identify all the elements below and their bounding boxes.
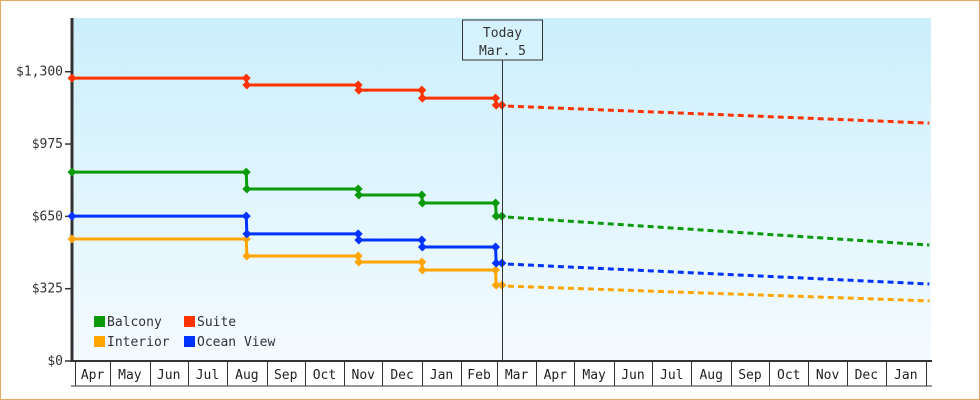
x-tick-label: Jul — [196, 368, 219, 383]
data-point — [491, 280, 501, 290]
y-tick-label: $1,300 — [16, 65, 63, 80]
data-point — [417, 235, 427, 245]
legend-label: Ocean View — [197, 335, 275, 350]
data-point — [417, 85, 427, 95]
data-point — [242, 80, 252, 90]
x-tick-label: Apr — [81, 368, 105, 383]
data-point — [491, 93, 501, 103]
legend-label: Interior — [107, 335, 170, 350]
legend-label: Suite — [197, 315, 236, 330]
data-point — [417, 242, 427, 252]
data-point — [491, 242, 501, 252]
y-tick-label: $325 — [32, 282, 63, 297]
x-tick-label: Jun — [157, 368, 180, 383]
legend-swatch — [94, 336, 105, 347]
x-tick-label: Jun — [621, 368, 644, 383]
data-point — [354, 235, 364, 245]
data-point — [67, 73, 77, 83]
x-tick-label: Feb — [467, 368, 491, 383]
data-point — [417, 257, 427, 267]
x-tick-label: May — [582, 368, 606, 383]
x-tick-label: May — [118, 368, 142, 383]
data-point — [353, 251, 363, 261]
data-point — [491, 265, 501, 275]
actual-price-line — [72, 237, 502, 287]
forecast-price-line — [507, 215, 930, 247]
y-tick-label: $0 — [47, 354, 63, 369]
legend-swatch — [94, 316, 105, 327]
data-point — [67, 167, 77, 177]
y-axis: $0 $325 $650 $975 $1,300 — [16, 18, 74, 369]
x-tick-label: Nov — [352, 368, 376, 383]
data-point — [242, 229, 252, 239]
x-tick-label: Sep — [738, 368, 762, 383]
x-tick-label: Dec — [390, 368, 413, 383]
x-tick-label: Aug — [699, 368, 722, 383]
data-point — [491, 198, 501, 208]
data-point — [491, 211, 501, 221]
data-point — [497, 280, 507, 290]
series-layer — [67, 73, 930, 303]
data-point — [353, 80, 363, 90]
x-tick-label: Aug — [235, 368, 258, 383]
data-point — [497, 211, 507, 221]
actual-price-line — [72, 170, 502, 218]
x-axis: Apr May Jun Jul Aug Sep Oct Nov Dec Jan Feb Mar Apr M… — [71, 360, 932, 387]
data-point — [354, 190, 364, 200]
legend-label: Balcony — [107, 315, 162, 330]
x-tick-label: Dec — [855, 368, 878, 383]
legend-swatch — [184, 336, 195, 347]
data-point — [417, 198, 427, 208]
data-point — [417, 265, 427, 275]
x-tick-label: Apr — [544, 368, 568, 383]
forecast-price-line — [507, 262, 930, 286]
x-tick-label: Jan — [430, 368, 453, 383]
data-point — [241, 234, 251, 244]
data-point — [242, 184, 252, 194]
data-point — [353, 229, 363, 239]
x-tick-label: Oct — [777, 368, 800, 383]
forecast-price-line — [507, 104, 930, 125]
legend-swatch — [184, 316, 195, 327]
data-point — [491, 100, 501, 110]
x-tick-label: Oct — [313, 368, 336, 383]
data-point — [241, 73, 251, 83]
data-point — [242, 251, 252, 261]
data-point — [417, 190, 427, 200]
x-tick-label: Jul — [660, 368, 683, 383]
data-point — [354, 257, 364, 267]
today-date: Mar. 5 — [479, 44, 526, 59]
series-interior — [67, 234, 930, 303]
series-balcony — [67, 167, 930, 247]
data-point — [353, 184, 363, 194]
data-point — [67, 234, 77, 244]
actual-price-line — [72, 214, 502, 265]
data-point — [241, 211, 251, 221]
data-point — [417, 93, 427, 103]
x-tick-label: Nov — [816, 368, 840, 383]
data-point — [241, 167, 251, 177]
data-point — [491, 258, 501, 268]
today-label: Today — [483, 26, 522, 41]
today-box — [462, 19, 543, 61]
y-tick-label: $650 — [32, 209, 63, 224]
forecast-price-line — [507, 284, 930, 303]
data-point — [354, 85, 364, 95]
y-tick-label: $975 — [32, 137, 63, 152]
legend: Balcony Suite Interior Ocean View — [94, 315, 275, 350]
data-point — [497, 100, 507, 110]
data-point — [497, 258, 507, 268]
plot-area — [71, 18, 931, 360]
x-tick-label: Mar — [505, 368, 529, 383]
data-point — [67, 211, 77, 221]
x-tick-label: Jan — [894, 368, 917, 383]
series-ocean-view — [67, 211, 930, 286]
x-tick-label: Sep — [274, 368, 298, 383]
series-suite — [67, 73, 930, 125]
today-marker: Today Mar. 5 — [462, 19, 543, 360]
